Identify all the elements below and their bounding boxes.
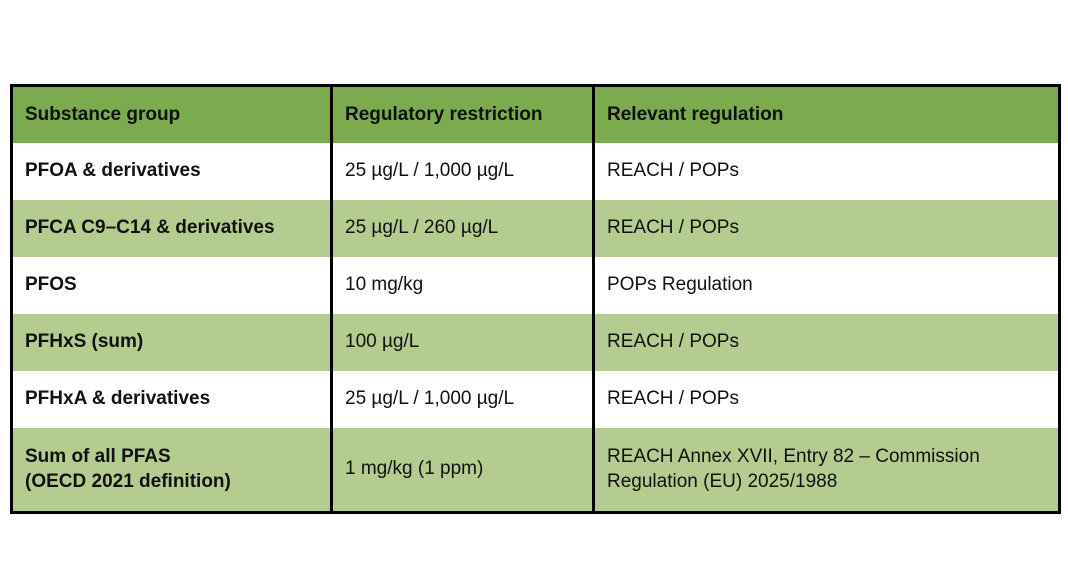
restriction-cell: 25 µg/L / 1,000 µg/L bbox=[330, 142, 595, 200]
restriction-cell: 1 mg/kg (1 ppm) bbox=[330, 427, 595, 513]
table-header: Substance group Regulatory restriction R… bbox=[10, 85, 1061, 143]
regulation-cell: REACH / POPs bbox=[592, 199, 1061, 257]
regulation-cell: REACH / POPs bbox=[592, 313, 1061, 371]
substance-cell: PFHxS (sum) bbox=[10, 313, 333, 371]
regulation-cell: REACH Annex XVII, Entry 82 – Commission … bbox=[592, 427, 1061, 513]
table-row: PFOA & derivatives 25 µg/L / 1,000 µg/L … bbox=[10, 142, 1061, 200]
restriction-cell: 25 µg/L / 260 µg/L bbox=[330, 199, 595, 257]
table-row: PFCA C9–C14 & derivatives 25 µg/L / 260 … bbox=[10, 199, 1061, 257]
column-header-substance-group: Substance group bbox=[10, 85, 333, 143]
pfas-regulation-table: Substance group Regulatory restriction R… bbox=[10, 84, 1061, 514]
header-row: Substance group Regulatory restriction R… bbox=[10, 85, 1061, 143]
substance-cell: PFOS bbox=[10, 256, 333, 314]
table-row: Sum of all PFAS (OECD 2021 definition) 1… bbox=[10, 427, 1061, 513]
regulation-cell: REACH / POPs bbox=[592, 370, 1061, 428]
table-row: PFHxS (sum) 100 µg/L REACH / POPs bbox=[10, 313, 1061, 371]
regulation-cell: POPs Regulation bbox=[592, 256, 1061, 314]
restriction-cell: 10 mg/kg bbox=[330, 256, 595, 314]
substance-cell: PFCA C9–C14 & derivatives bbox=[10, 199, 333, 257]
table-body: PFOA & derivatives 25 µg/L / 1,000 µg/L … bbox=[10, 142, 1061, 513]
substance-cell: PFHxA & derivatives bbox=[10, 370, 333, 428]
column-header-relevant-regulation: Relevant regulation bbox=[592, 85, 1061, 143]
substance-cell: Sum of all PFAS (OECD 2021 definition) bbox=[10, 427, 333, 513]
regulation-cell: REACH / POPs bbox=[592, 142, 1061, 200]
restriction-cell: 100 µg/L bbox=[330, 313, 595, 371]
substance-cell: PFOA & derivatives bbox=[10, 142, 333, 200]
column-header-regulatory-restriction: Regulatory restriction bbox=[330, 85, 595, 143]
pfas-table-container: Substance group Regulatory restriction R… bbox=[10, 84, 1061, 514]
table-row: PFHxA & derivatives 25 µg/L / 1,000 µg/L… bbox=[10, 370, 1061, 428]
restriction-cell: 25 µg/L / 1,000 µg/L bbox=[330, 370, 595, 428]
table-row: PFOS 10 mg/kg POPs Regulation bbox=[10, 256, 1061, 314]
